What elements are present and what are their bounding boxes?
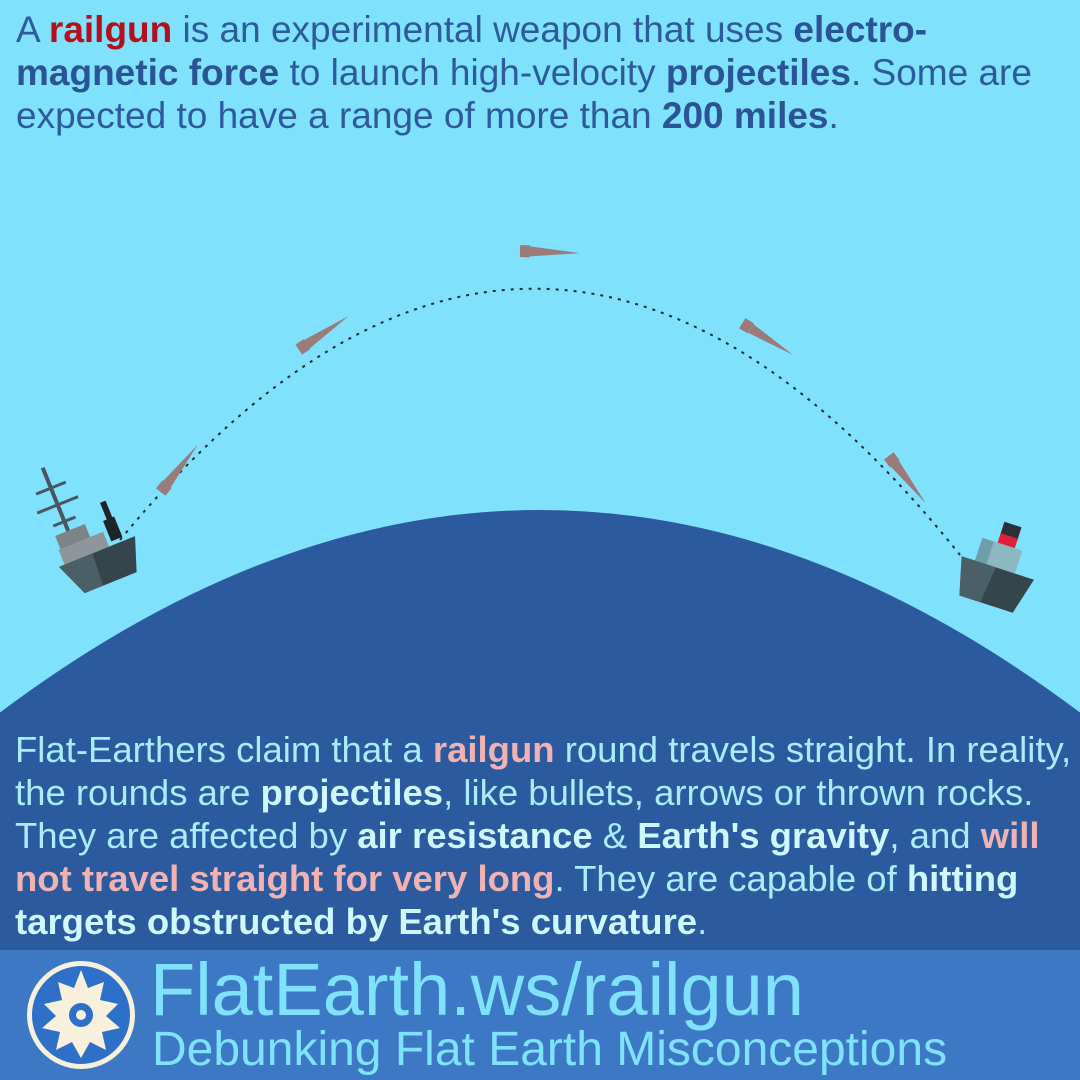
projectile (884, 452, 926, 504)
intro-text: A (16, 9, 49, 50)
claim-text: round travels straight. In reality, the … (15, 729, 1072, 813)
projectiles-highlight: projectiles (260, 772, 444, 813)
intro-text: is an experimental weapon that uses (172, 9, 794, 50)
not-straight-highlight: will not travel straight for very long (15, 815, 1040, 899)
globe-logo-icon (27, 961, 135, 1069)
railgun-highlight: railgun (48, 9, 173, 50)
gravity-highlight: Earth's gravity (637, 815, 890, 856)
earth-curvature (0, 510, 1080, 1080)
projectile (739, 318, 794, 355)
footer-banner (0, 950, 1080, 1080)
intro-text: . (828, 95, 839, 136)
railgun-highlight: railgun (432, 729, 555, 770)
claim-text: . (697, 901, 708, 942)
claim-text: . They are capable of (554, 858, 907, 899)
tagline: Debunking Flat Earth Misconceptions (152, 1023, 948, 1076)
range-highlight: 200 miles (661, 95, 829, 136)
claim-paragraph: Flat-Earthers claim that a railgun round… (15, 728, 1075, 943)
projectile (156, 444, 198, 496)
intro-text: to launch high-velocity (279, 52, 666, 93)
claim-text: , and (889, 815, 981, 856)
target-ship (959, 521, 1034, 613)
claim-text: , like bullets, arrows or thrown rocks. … (15, 772, 1034, 856)
intro-paragraph: A railgun is an experimental weapon that… (16, 8, 1066, 137)
air-resistance-highlight: air resistance (357, 815, 593, 856)
projectile (519, 245, 580, 258)
projectiles-highlight: projectiles (665, 52, 851, 93)
claim-text: & (592, 815, 638, 856)
site-url[interactable]: FlatEarth.ws/railgun (150, 948, 804, 1031)
electromagnetic-highlight: electro-magnetic force (16, 9, 928, 93)
warship (35, 467, 137, 594)
intro-text: . Some are expected to have a range of m… (16, 52, 1032, 136)
curvature-highlight: hitting targets obstructed by Earth's cu… (15, 858, 1019, 942)
trajectory-path (119, 287, 961, 556)
claim-text: Flat-Earthers claim that a (15, 729, 433, 770)
projectile (295, 316, 349, 355)
